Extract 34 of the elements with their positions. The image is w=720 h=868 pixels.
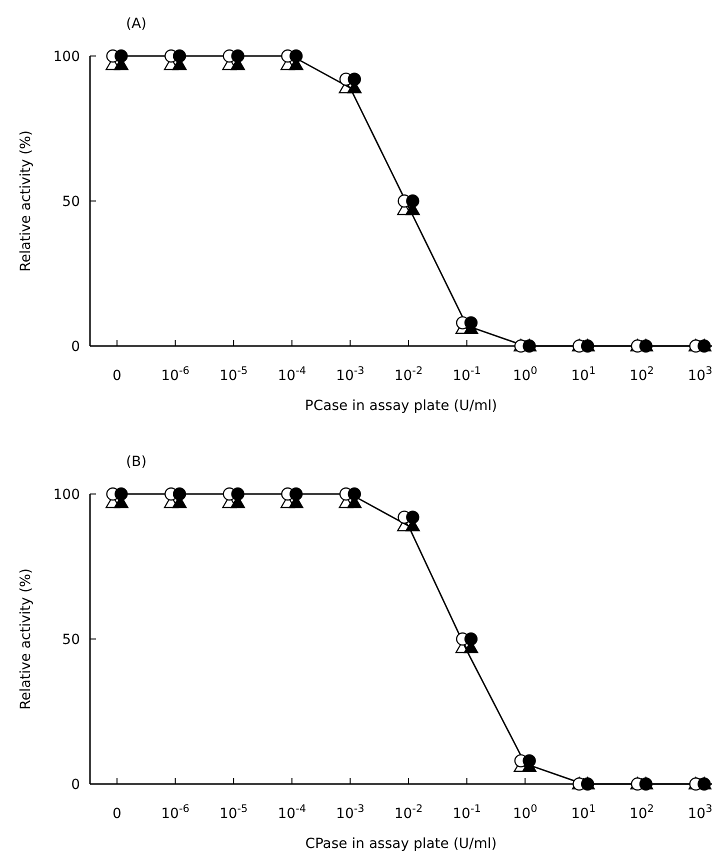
x-tick-label: 10$^{-2}$	[394, 365, 423, 384]
x-tick-label: 0	[112, 806, 122, 822]
x-tick-label: 10$^{1}$	[571, 803, 596, 822]
y-tick-label: 50	[62, 632, 80, 648]
x-tick-label: 10$^{-4}$	[278, 365, 306, 384]
x-tick-label: 10$^{-6}$	[161, 365, 190, 384]
y-axis-title: Relative activity (%)	[18, 568, 34, 710]
y-tick-label: 50	[62, 194, 80, 210]
x-tick-label: 10$^{0}$	[512, 365, 538, 384]
x-tick-label: 10$^{-6}$	[161, 803, 190, 822]
x-tick-label: 10$^{-5}$	[219, 365, 248, 384]
x-tick-label: 10$^{2}$	[629, 365, 654, 384]
y-tick-label: 100	[53, 486, 80, 503]
x-tick-label: 10$^{-5}$	[219, 803, 248, 822]
y-tick-label: 100	[53, 48, 80, 65]
x-tick-label: 10$^{-3}$	[336, 803, 364, 822]
x-tick-label: 10$^{-1}$	[452, 803, 481, 822]
chart-title: (A)	[126, 16, 147, 32]
y-tick-label: 0	[71, 776, 80, 793]
x-tick-label: 10$^{-4}$	[278, 803, 306, 822]
x-tick-label: 10$^{3}$	[688, 365, 712, 384]
y-tick-label: 0	[71, 338, 80, 355]
x-axis-title: PCase in assay plate (U/ml)	[304, 398, 498, 414]
x-tick-label: 10$^{2}$	[629, 803, 654, 822]
x-tick-label: 10$^{1}$	[571, 365, 596, 384]
x-tick-label: 0	[112, 368, 122, 384]
x-tick-label: 10$^{-1}$	[452, 365, 481, 384]
x-tick-label: 10$^{3}$	[688, 803, 712, 822]
x-tick-label: 10$^{-2}$	[394, 803, 423, 822]
x-tick-label: 10$^{0}$	[512, 803, 538, 822]
y-axis-title: Relative activity (%)	[18, 130, 34, 272]
x-tick-label: 10$^{-3}$	[336, 365, 364, 384]
chart-title: (B)	[126, 454, 147, 470]
x-axis-title: CPase in assay plate (U/ml)	[305, 836, 497, 852]
